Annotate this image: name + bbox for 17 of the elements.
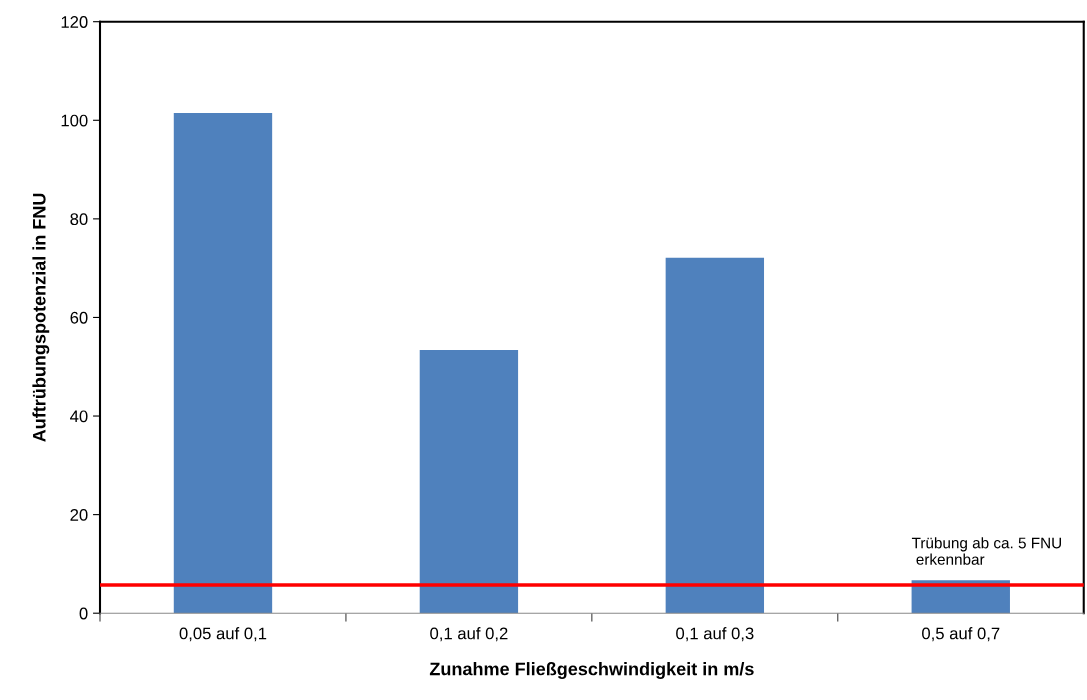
y-tick-label: 0: [79, 607, 88, 620]
x-tick-label: 0,1 auf 0,3: [676, 627, 754, 642]
x-tick-label: 0,05 auf 0,1: [179, 627, 267, 642]
x-axis-title: Zunahme Fließgeschwindigkeit in m/s: [429, 662, 754, 679]
bar: [665, 257, 765, 614]
bar: [173, 112, 273, 614]
y-tick-label: 120: [61, 16, 88, 28]
x-tick-label: 0,5 auf 0,7: [922, 627, 1000, 642]
bar: [419, 349, 519, 614]
y-tick-label: 100: [61, 114, 88, 127]
y-tick-label: 60: [70, 311, 88, 324]
y-axis-title: Auftrübungspotenzial in FNU: [32, 193, 50, 442]
y-tick-label: 40: [70, 410, 88, 423]
y-tick-label: 20: [70, 509, 88, 521]
x-tick-label: 0,1 auf 0,2: [430, 627, 508, 642]
y-tick-label: 80: [70, 213, 88, 226]
ref-line-label: Trübung ab ca. 5 FNU erkennbar: [911, 537, 1061, 565]
